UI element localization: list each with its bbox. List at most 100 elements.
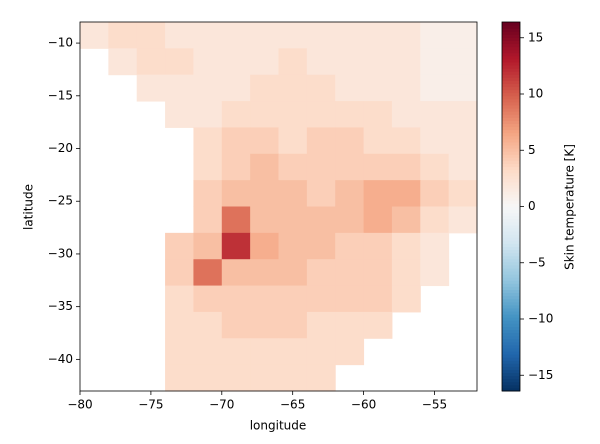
colorbar-strip bbox=[502, 292, 520, 297]
cell bbox=[108, 48, 138, 76]
colorbar-strip bbox=[502, 338, 520, 343]
cell bbox=[420, 74, 450, 102]
colorbar-strip bbox=[502, 184, 520, 189]
cell bbox=[306, 338, 336, 366]
cell bbox=[193, 127, 223, 155]
cell bbox=[250, 22, 279, 49]
colorbar-tick-label: −15 bbox=[528, 368, 553, 382]
colorbar-strip bbox=[502, 357, 520, 361]
colorbar-strip bbox=[502, 80, 520, 84]
cell bbox=[391, 22, 421, 49]
cell bbox=[420, 206, 450, 234]
colorbar-strip bbox=[502, 145, 520, 149]
colorbar-strip bbox=[502, 114, 520, 118]
colorbar-strip bbox=[502, 129, 520, 134]
x-tick-label: −65 bbox=[280, 398, 305, 412]
cell bbox=[335, 48, 365, 76]
cell bbox=[391, 101, 421, 128]
cell bbox=[278, 232, 308, 260]
colorbar-strip bbox=[502, 255, 520, 260]
colorbar-strip bbox=[502, 311, 520, 315]
x-tick-label: −70 bbox=[209, 398, 234, 412]
cell bbox=[221, 74, 251, 102]
colorbar-strip bbox=[502, 289, 520, 294]
cell bbox=[278, 206, 308, 234]
colorbar-strip bbox=[502, 22, 520, 26]
colorbar-strip bbox=[502, 221, 520, 226]
colorbar-strip bbox=[502, 360, 520, 364]
colorbar-strip bbox=[502, 344, 520, 349]
cell bbox=[448, 206, 478, 234]
y-tick-label: −10 bbox=[48, 36, 73, 50]
cell bbox=[250, 259, 279, 287]
colorbar-tick-label: 5 bbox=[528, 143, 536, 157]
colorbar-strip bbox=[502, 320, 520, 324]
cell bbox=[278, 311, 308, 339]
cell bbox=[306, 311, 336, 339]
cell bbox=[278, 285, 308, 313]
cell bbox=[136, 22, 166, 49]
colorbar-strip bbox=[502, 178, 520, 183]
cell bbox=[448, 180, 478, 207]
cell bbox=[221, 206, 251, 234]
x-axis-label: longitude bbox=[250, 419, 307, 433]
cell bbox=[221, 232, 251, 260]
colorbar-strip bbox=[502, 304, 520, 309]
colorbar-strip bbox=[502, 335, 520, 340]
cell bbox=[391, 259, 421, 287]
cell bbox=[165, 48, 194, 76]
colorbar-strip bbox=[502, 105, 520, 109]
cell bbox=[391, 206, 421, 234]
cell bbox=[165, 338, 194, 366]
cell bbox=[448, 48, 478, 76]
cell bbox=[306, 364, 336, 392]
colorbar-strip bbox=[502, 49, 520, 54]
cell bbox=[363, 180, 393, 207]
cell bbox=[420, 48, 450, 76]
cell bbox=[335, 180, 365, 207]
cell bbox=[335, 22, 365, 49]
colorbar-strip bbox=[502, 175, 520, 180]
cell bbox=[250, 206, 279, 234]
colorbar-strip bbox=[502, 286, 520, 291]
cell bbox=[306, 232, 336, 260]
colorbar-strip bbox=[502, 347, 520, 352]
colorbar-strip bbox=[502, 132, 520, 137]
colorbar-strip bbox=[502, 314, 520, 318]
y-tick-label: −20 bbox=[48, 141, 73, 155]
cell bbox=[335, 285, 365, 313]
heatmap bbox=[80, 22, 478, 392]
cell bbox=[193, 311, 223, 339]
cell bbox=[363, 232, 393, 260]
colorbar-strip bbox=[502, 83, 520, 88]
cell bbox=[391, 285, 421, 313]
colorbar-strip bbox=[502, 74, 520, 78]
colorbar-strip bbox=[502, 295, 520, 300]
colorbar-strip bbox=[502, 215, 520, 220]
colorbar-strip bbox=[502, 240, 520, 244]
cell bbox=[278, 180, 308, 207]
cell bbox=[250, 127, 279, 155]
colorbar-strip bbox=[502, 58, 520, 63]
colorbar-strip bbox=[502, 197, 520, 201]
cell bbox=[193, 285, 223, 313]
colorbar-strip bbox=[502, 283, 520, 287]
cell bbox=[193, 206, 223, 234]
colorbar-strip bbox=[502, 148, 520, 152]
cell bbox=[335, 153, 365, 181]
cell bbox=[306, 180, 336, 207]
cell bbox=[420, 259, 450, 287]
colorbar-strip bbox=[502, 326, 520, 330]
colorbar-strip bbox=[502, 277, 520, 281]
x-tick-label: −55 bbox=[422, 398, 447, 412]
cell bbox=[193, 364, 223, 392]
cell bbox=[250, 232, 279, 260]
cell bbox=[278, 338, 308, 366]
cell bbox=[391, 153, 421, 181]
cell bbox=[221, 101, 251, 128]
colorbar-strip bbox=[502, 307, 520, 312]
colorbar-strip bbox=[502, 40, 520, 45]
colorbar-strip bbox=[502, 181, 520, 186]
colorbar-strip bbox=[502, 243, 520, 247]
colorbar-strip bbox=[502, 55, 520, 60]
